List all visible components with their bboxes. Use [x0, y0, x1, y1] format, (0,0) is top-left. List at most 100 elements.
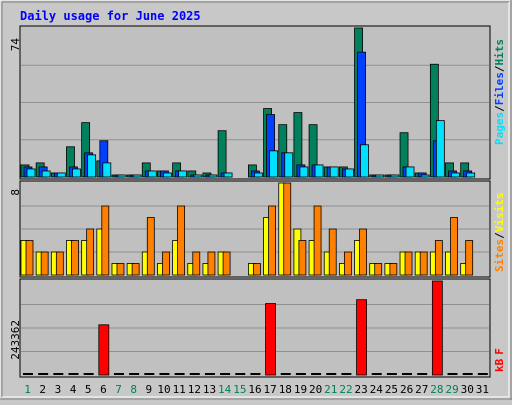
x-tick-label: 26	[400, 383, 413, 396]
x-tick-label: 18	[279, 383, 292, 396]
bar-sites-day-5	[86, 228, 95, 276]
bar-pages-day-29	[451, 172, 460, 178]
bar-kbytes-day-17	[265, 303, 276, 376]
bar-pages-day-12	[193, 174, 203, 178]
bar-sites-day-20	[313, 205, 322, 276]
bar-sites-day-17	[268, 205, 276, 276]
bar-kbytes-day-31	[477, 373, 488, 375]
bar-kbytes-day-24	[371, 373, 382, 375]
bar-kbytes-day-30	[462, 373, 473, 375]
bar-pages-day-20	[314, 164, 324, 178]
x-tick-label: 24	[370, 383, 384, 396]
legend-sites: Sites	[493, 239, 506, 272]
bar-kbytes-day-13	[204, 373, 215, 375]
bar-kbytes-day-10	[159, 373, 170, 375]
x-tick-label: 31	[476, 383, 489, 396]
bar-kbytes-day-8	[129, 373, 140, 375]
bar-sites-day-4	[71, 240, 79, 276]
x-tick-label: 29	[445, 383, 458, 396]
bar-hits-day-14	[217, 130, 227, 178]
x-tick-label: 2	[39, 383, 46, 396]
x-tick-label: 20	[309, 383, 322, 396]
bar-kbytes-day-2	[38, 373, 49, 375]
bar-kbytes-day-23	[356, 299, 367, 376]
x-tick-label: 1	[24, 383, 31, 396]
bar-kbytes-day-14	[220, 373, 231, 375]
bar-pages-day-16	[254, 172, 263, 178]
bar-sites-day-24	[374, 263, 383, 276]
bar-kbytes-day-27	[417, 373, 428, 375]
bar-sites-day-23	[359, 228, 367, 276]
bar-kbytes-day-22	[341, 373, 352, 375]
bar-sites-day-11	[177, 205, 186, 276]
bar-kbytes-day-20	[311, 373, 322, 375]
bar-kbytes-day-7	[113, 373, 124, 375]
bar-pages-day-22	[344, 168, 354, 178]
bar-pages-day-24	[375, 174, 385, 178]
bar-kbytes-day-16	[250, 373, 261, 375]
bar-sites-day-22	[343, 251, 352, 276]
legend-sep-3: /	[493, 232, 506, 239]
bar-kbytes-day-21	[326, 373, 337, 375]
bar-pages-day-4	[72, 168, 81, 178]
x-tick-label: 11	[173, 383, 186, 396]
bar-sites-day-26	[404, 251, 413, 276]
visits-legend: Sites/Visits	[493, 193, 506, 273]
bar-kbytes-day-9	[144, 373, 155, 375]
x-tick-label: 12	[188, 383, 201, 396]
bar-pages-day-13	[208, 174, 218, 178]
legend-pages: Pages	[493, 112, 506, 145]
bar-pages-day-6	[102, 162, 112, 178]
bar-sites-day-19	[298, 240, 307, 276]
x-tick-label: 15	[233, 383, 246, 396]
x-tick-label: 19	[294, 383, 307, 396]
x-tick-label: 14	[218, 383, 232, 396]
bar-pages-day-27	[420, 174, 430, 178]
bar-sites-day-13	[207, 251, 216, 276]
legend-sep-2: /	[493, 65, 506, 72]
bar-sites-day-2	[40, 251, 49, 276]
legend-f: F	[493, 348, 506, 355]
chart-title: Daily usage for June 2025	[20, 9, 201, 23]
bar-kbytes-day-28	[431, 280, 443, 376]
x-tick-label: 5	[85, 383, 92, 396]
x-tick-label: 13	[203, 383, 216, 396]
bar-pages-day-1	[26, 168, 36, 178]
bar-pages-day-8	[132, 174, 142, 178]
bar-pages-day-19	[299, 166, 309, 178]
bar-sites-day-3	[55, 251, 64, 276]
bar-pages-day-17	[269, 150, 278, 178]
x-tick-label: 4	[70, 383, 77, 396]
bar-pages-day-30	[466, 172, 476, 178]
bar-pages-day-18	[284, 152, 294, 178]
bar-sites-day-8	[131, 263, 140, 276]
bar-pages-day-11	[178, 170, 188, 178]
bar-pages-day-21	[329, 166, 339, 178]
bar-sites-day-21	[328, 228, 337, 276]
bar-kbytes-day-15	[235, 373, 246, 375]
bar-kbytes-day-5	[83, 373, 94, 375]
bar-kbytes-day-1	[23, 373, 33, 375]
legend-visits: Visits	[493, 193, 506, 233]
bar-pages-day-26	[405, 166, 415, 178]
bar-sites-day-1	[25, 240, 34, 276]
bar-kbytes-day-6	[98, 324, 110, 376]
bar-sites-day-7	[116, 263, 125, 276]
hits-legend: Pages/Files/Hits	[493, 39, 506, 145]
x-tick-label: 27	[415, 383, 428, 396]
bar-sites-day-27	[419, 251, 428, 276]
bar-sites-day-16	[253, 263, 261, 276]
legend-kb: kB	[493, 358, 506, 372]
bar-pages-day-10	[163, 172, 172, 178]
x-tick-label: 7	[115, 383, 122, 396]
bar-sites-day-28	[434, 240, 443, 276]
bar-pages-day-3	[56, 172, 66, 178]
bar-kbytes-day-12	[189, 373, 200, 375]
bar-pages-day-9	[147, 170, 157, 178]
bar-sites-day-12	[192, 251, 201, 276]
x-tick-label: 9	[146, 383, 153, 396]
x-tick-label: 23	[355, 383, 368, 396]
x-tick-label: 6	[100, 383, 107, 396]
bar-sites-day-6	[101, 205, 110, 276]
bar-kbytes-day-25	[386, 373, 397, 375]
